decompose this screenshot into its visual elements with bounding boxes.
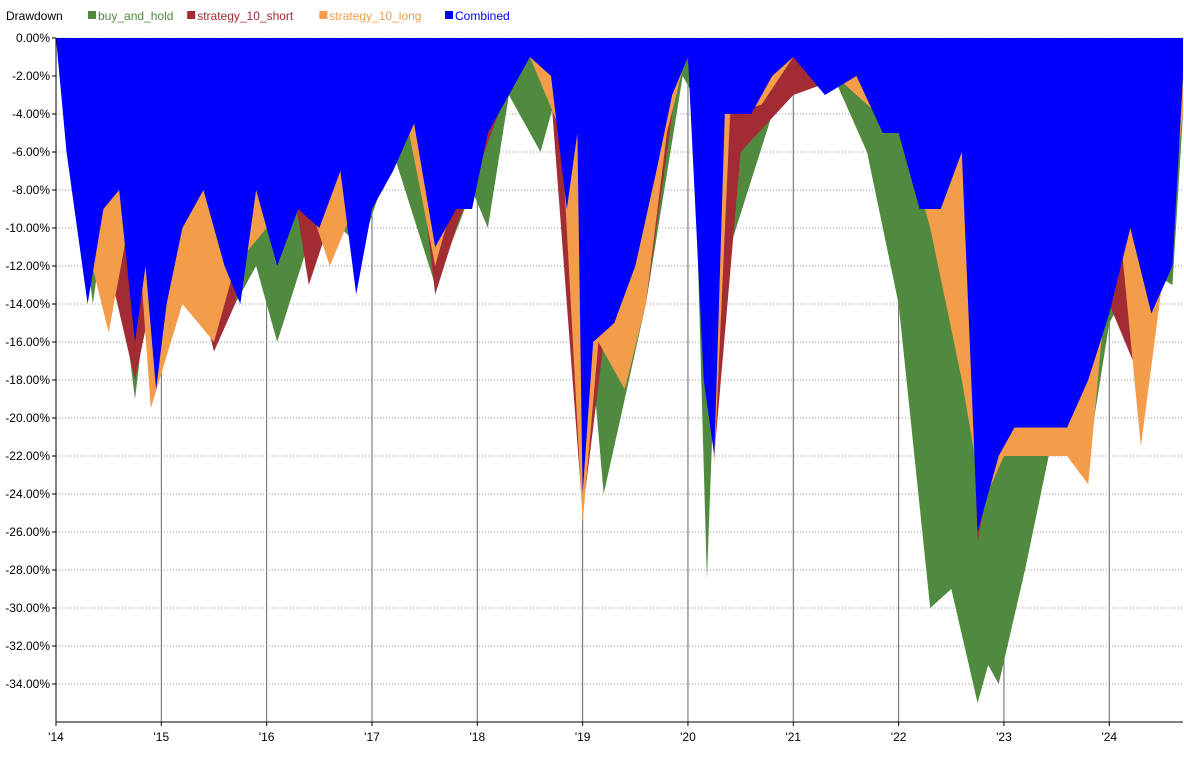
y-tick-label-7: -14.00% <box>5 297 50 311</box>
x-tick-label-10: '24 <box>1101 730 1117 744</box>
x-tick-label-9: '23 <box>996 730 1012 744</box>
legend-label-strategy_10_long: strategy_10_long <box>329 9 421 23</box>
y-tick-label-13: -26.00% <box>5 525 50 539</box>
x-tick-label-0: '14 <box>48 730 64 744</box>
legend-swatch-strategy_10_long <box>319 11 328 19</box>
axes: 0.00% -2.00% -4.00% -6.00% -8.00% -10.00% -12.… <box>5 31 1183 744</box>
legend-swatch-buy_and_hold <box>88 11 96 19</box>
y-tick-label-5: -10.00% <box>5 221 50 235</box>
x-tick-label-8: '22 <box>891 730 907 744</box>
legend-swatch-Combined <box>445 11 453 19</box>
legend-swatch-strategy_10_short <box>187 11 196 19</box>
x-tick-label-5: '19 <box>575 730 591 744</box>
y-tick-label-17: -34.00% <box>5 677 50 691</box>
legend-label-buy_and_hold: buy_and_hold <box>98 9 173 23</box>
y-tick-label-3: -6.00% <box>12 145 50 159</box>
y-tick-label-6: -12.00% <box>5 259 50 273</box>
y-tick-label-16: -32.00% <box>5 639 50 653</box>
area-Combined <box>56 38 1183 532</box>
legend-label-Combined: Combined <box>455 9 510 23</box>
y-tick-label-8: -16.00% <box>5 335 50 349</box>
x-tick-label-1: '15 <box>154 730 170 744</box>
x-tick-label-7: '21 <box>785 730 801 744</box>
y-tick-label-12: -24.00% <box>5 487 50 501</box>
y-tick-label-2: -4.00% <box>12 107 50 121</box>
y-tick-label-14: -28.00% <box>5 563 50 577</box>
y-tick-label-15: -30.00% <box>5 601 50 615</box>
y-tick-label-10: -20.00% <box>5 411 50 425</box>
y-tick-label-4: -8.00% <box>12 183 50 197</box>
y-tick-label-1: -2.00% <box>12 69 50 83</box>
y-tick-label-9: -18.00% <box>5 373 50 387</box>
y-tick-label-11: -22.00% <box>5 449 50 463</box>
series-areas <box>56 38 1183 703</box>
x-tick-label-4: '18 <box>469 730 485 744</box>
legend-label-strategy_10_short: strategy_10_short <box>197 9 294 23</box>
x-tick-label-2: '16 <box>259 730 275 744</box>
legend: buy_and_hold strategy_10_short strategy_10… <box>88 9 510 23</box>
y-tick-label-0: 0.00% <box>16 31 50 45</box>
x-tick-label-3: '17 <box>364 730 380 744</box>
chart-title: Drawdown <box>6 9 63 23</box>
x-tick-label-6: '20 <box>680 730 696 744</box>
